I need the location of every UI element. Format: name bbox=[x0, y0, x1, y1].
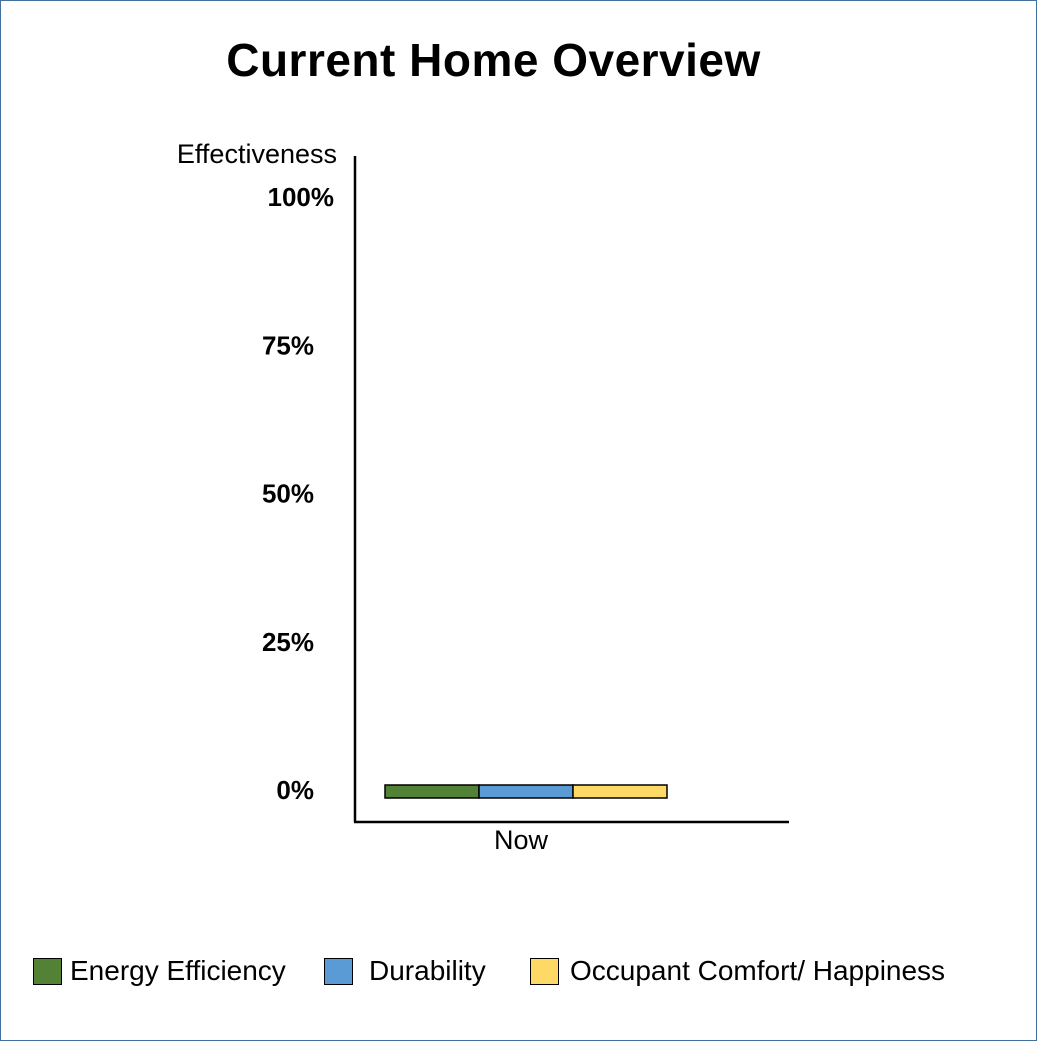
legend-label-occupant-comfort: Occupant Comfort/ Happiness bbox=[570, 955, 946, 986]
chart-title: Current Home Overview bbox=[226, 34, 761, 86]
bar-occupant-comfort-happiness bbox=[572, 784, 668, 799]
y-tick-label-25: 25% bbox=[262, 627, 314, 657]
bar-durability bbox=[478, 784, 574, 799]
legend-swatch-energy-efficiency bbox=[33, 957, 62, 985]
x-tick-label-now: Now bbox=[494, 825, 549, 855]
legend-label-energy-efficiency: Energy Efficiency bbox=[70, 955, 286, 986]
y-tick-label-75: 75% bbox=[262, 330, 314, 360]
y-tick-label-100: 100% bbox=[268, 182, 335, 212]
chart-legend: Energy Efficiency Durability Occupant Co… bbox=[1, 954, 1037, 988]
legend-swatch-occupant-comfort bbox=[530, 957, 559, 985]
legend-item-energy-efficiency: Energy Efficiency bbox=[33, 954, 286, 988]
legend-swatch-durability bbox=[324, 957, 353, 985]
legend-label-durability: Durability bbox=[369, 955, 486, 986]
legend-item-occupant-comfort: Occupant Comfort/ Happiness bbox=[530, 954, 945, 988]
bar-energy-efficiency bbox=[384, 784, 480, 799]
legend-item-durability: Durability bbox=[324, 954, 486, 988]
y-tick-label-50: 50% bbox=[262, 479, 314, 509]
y-tick-label-0: 0% bbox=[276, 775, 314, 805]
y-axis-title: Effectiveness bbox=[177, 139, 337, 169]
